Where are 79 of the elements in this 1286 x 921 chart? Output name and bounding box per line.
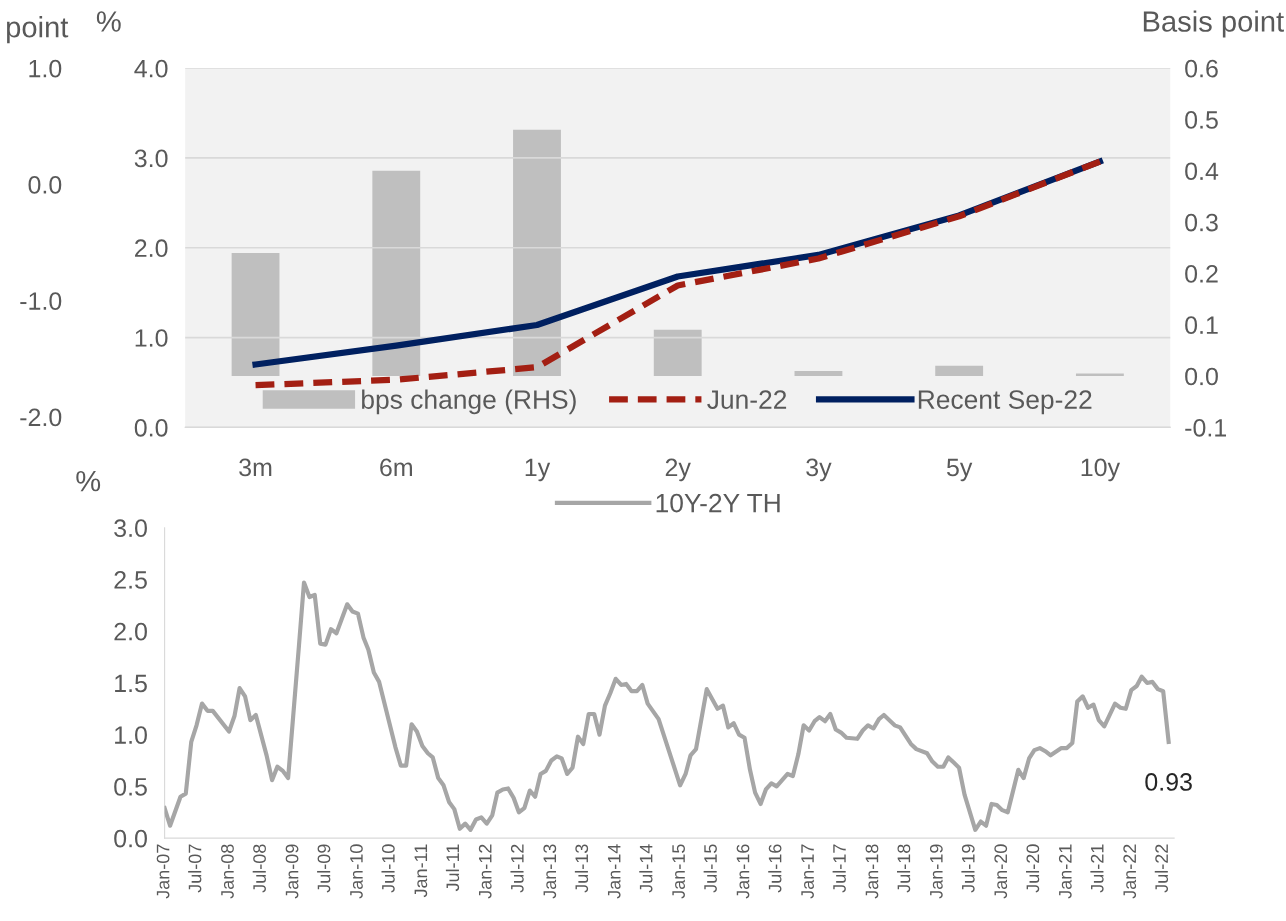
y-axis-title: % bbox=[96, 11, 121, 32]
x-tick-label: Jul-15 bbox=[703, 844, 717, 893]
x-tick-label: 2y bbox=[665, 458, 691, 482]
x-tick-label: 3y bbox=[806, 458, 832, 482]
x-tick-label: Jan-17 bbox=[801, 844, 814, 899]
annotation: 0.93 bbox=[1145, 773, 1192, 791]
y-tick-label: 1.0 bbox=[115, 726, 147, 744]
y-tick-label: 0.0 bbox=[134, 418, 168, 437]
x-tick-label: Jan-09 bbox=[285, 844, 299, 899]
x-tick-label: Jan-19 bbox=[929, 844, 943, 899]
legend-label: Recent Sep-22 bbox=[918, 390, 1092, 415]
x-tick-label: Jan-11 bbox=[414, 844, 428, 898]
y-tick-label: 0.0 bbox=[114, 829, 147, 848]
y3-tick-label: 1.0 bbox=[29, 59, 62, 78]
y-axis-title: % bbox=[76, 470, 101, 492]
x-tick-label: Jan-13 bbox=[543, 844, 557, 899]
legend-label: Jun-22 bbox=[707, 390, 787, 409]
x-tick-label: Jul-21 bbox=[1090, 844, 1104, 893]
x-tick-label: Jul-07 bbox=[188, 844, 202, 893]
x-tick-label: Jan-20 bbox=[994, 844, 1008, 899]
x-tick-label: Jan-21 bbox=[1058, 844, 1072, 899]
bar bbox=[372, 170, 421, 377]
x-tick-label: Jul-14 bbox=[639, 844, 653, 893]
x-tick-label: Jul-17 bbox=[832, 844, 846, 893]
y-tick-label: 3.0 bbox=[134, 149, 168, 168]
y3-axis-title: point bbox=[7, 16, 69, 44]
y3-tick-label: 0.0 bbox=[28, 176, 62, 194]
bar bbox=[653, 329, 702, 377]
x-tick-label: Jul-10 bbox=[381, 844, 395, 893]
x-tick-label: Jan-15 bbox=[672, 844, 685, 899]
x-tick-label: Jan-18 bbox=[865, 844, 879, 899]
y2-tick-label: -0.1 bbox=[1185, 418, 1227, 437]
y3-tick-label: -1.0 bbox=[20, 292, 62, 310]
y3-tick-label: -2.0 bbox=[20, 408, 62, 427]
x-tick-label: Jan-14 bbox=[607, 844, 621, 899]
legend-label: 10Y-2Y TH bbox=[656, 493, 780, 513]
bar bbox=[935, 365, 984, 377]
bar bbox=[1075, 373, 1124, 377]
y2-tick-label: 0.2 bbox=[1185, 265, 1218, 283]
x-tick-label: Jan-22 bbox=[1123, 844, 1137, 899]
x-tick-label: Jan-08 bbox=[221, 844, 234, 899]
x-tick-label: Jan-07 bbox=[156, 844, 170, 899]
y-tick-label: 2.0 bbox=[135, 239, 168, 258]
x-tick-label: Jul-16 bbox=[768, 844, 782, 893]
y-tick-label: 0.5 bbox=[114, 777, 147, 796]
y-tick-label: 1.5 bbox=[115, 674, 147, 693]
x-tick-label: Jul-12 bbox=[510, 844, 524, 893]
x-tick-label: 10y bbox=[1081, 458, 1121, 482]
y2-tick-label: 0.4 bbox=[1185, 162, 1219, 181]
x-tick-label: Jul-13 bbox=[574, 844, 589, 893]
y2-axis-title: Basis point bbox=[1143, 10, 1284, 38]
y-tick-label: 3.0 bbox=[114, 519, 147, 538]
x-tick-label: 5y bbox=[946, 458, 973, 482]
x-tick-label: Jul-19 bbox=[961, 844, 975, 893]
x-tick-label: 3m bbox=[239, 458, 272, 477]
x-tick-label: Jul-09 bbox=[317, 844, 331, 893]
y-tick-label: 4.0 bbox=[134, 59, 168, 78]
x-tick-label: Jan-12 bbox=[478, 844, 492, 899]
y-tick-label: 2.0 bbox=[114, 622, 147, 641]
y2-tick-label: 0.3 bbox=[1185, 213, 1218, 232]
x-tick-label: 6m bbox=[380, 458, 412, 477]
y2-tick-label: 0.0 bbox=[1185, 367, 1218, 386]
y-tick-label: 2.5 bbox=[114, 571, 147, 589]
bar bbox=[231, 252, 280, 377]
x-tick-label: Jul-11 bbox=[445, 844, 460, 892]
x-tick-label: Jan-10 bbox=[350, 844, 363, 899]
bar bbox=[513, 129, 561, 377]
bar bbox=[794, 370, 843, 377]
x-tick-label: 1y bbox=[525, 458, 551, 482]
x-tick-label: Jan-16 bbox=[736, 844, 750, 899]
y2-tick-label: 0.5 bbox=[1185, 111, 1218, 129]
legend-label: bps change (RHS) bbox=[362, 389, 576, 415]
y2-tick-label: 0.1 bbox=[1185, 316, 1218, 335]
x-tick-label: Jul-18 bbox=[897, 844, 911, 893]
y2-tick-label: 0.6 bbox=[1185, 59, 1218, 78]
x-tick-label: Jul-22 bbox=[1154, 844, 1169, 893]
y-tick-label: 1.0 bbox=[135, 329, 168, 347]
x-tick-label: Jul-08 bbox=[252, 844, 266, 893]
x-tick-label: Jul-20 bbox=[1025, 844, 1040, 893]
